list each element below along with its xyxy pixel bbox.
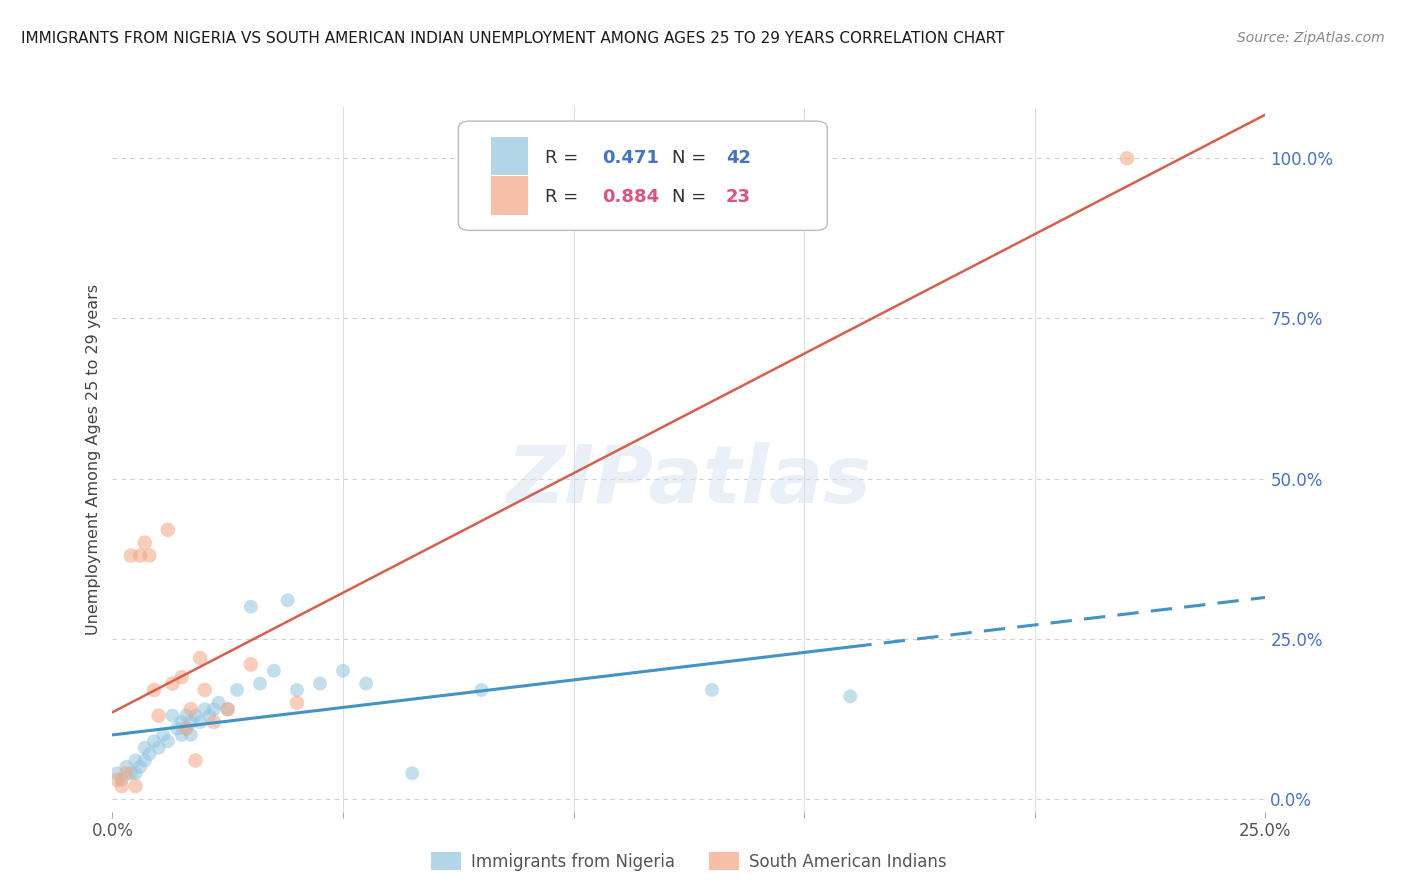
Point <box>207 696 229 710</box>
Point <box>180 702 202 716</box>
Point <box>152 728 174 742</box>
Text: 0.884: 0.884 <box>603 188 659 206</box>
Point <box>124 779 146 793</box>
Y-axis label: Unemployment Among Ages 25 to 29 years: Unemployment Among Ages 25 to 29 years <box>86 284 101 635</box>
Point <box>174 708 197 723</box>
Point <box>263 664 285 678</box>
Text: N =: N = <box>672 188 711 206</box>
Point <box>188 714 211 729</box>
Point <box>470 683 492 698</box>
Point <box>166 722 188 736</box>
Point <box>170 728 193 742</box>
Point <box>120 766 142 780</box>
Point <box>354 676 377 690</box>
Point <box>105 772 128 787</box>
Point <box>401 766 423 780</box>
Point <box>277 593 299 607</box>
Text: IMMIGRANTS FROM NIGERIA VS SOUTH AMERICAN INDIAN UNEMPLOYMENT AMONG AGES 25 TO 2: IMMIGRANTS FROM NIGERIA VS SOUTH AMERICA… <box>21 31 1005 46</box>
Point <box>217 702 239 716</box>
Point <box>202 714 225 729</box>
Text: Source: ZipAtlas.com: Source: ZipAtlas.com <box>1237 31 1385 45</box>
Text: R =: R = <box>546 149 583 167</box>
Point <box>174 722 197 736</box>
FancyBboxPatch shape <box>458 121 827 230</box>
Point <box>143 734 166 748</box>
Point <box>129 549 152 563</box>
Point <box>239 657 262 672</box>
Point <box>332 664 354 678</box>
Point <box>188 651 211 665</box>
Point <box>170 670 193 684</box>
Point <box>138 747 160 761</box>
Point <box>226 683 249 698</box>
Point <box>120 549 142 563</box>
Point <box>148 708 170 723</box>
Point <box>180 728 202 742</box>
Point <box>134 740 156 755</box>
Legend: Immigrants from Nigeria, South American Indians: Immigrants from Nigeria, South American … <box>425 846 953 878</box>
Point <box>134 535 156 549</box>
Point <box>143 683 166 698</box>
Point <box>111 772 134 787</box>
Point <box>134 754 156 768</box>
Point <box>839 690 862 704</box>
Point <box>124 766 146 780</box>
Point <box>156 734 179 748</box>
Text: 23: 23 <box>725 188 751 206</box>
Point <box>148 740 170 755</box>
Point <box>217 702 239 716</box>
Point <box>162 676 184 690</box>
Point <box>184 754 207 768</box>
Text: R =: R = <box>546 188 583 206</box>
Point <box>309 676 332 690</box>
Point <box>111 779 134 793</box>
Bar <box>491 176 527 215</box>
Point <box>194 702 217 716</box>
Point <box>239 599 262 614</box>
Text: 42: 42 <box>725 149 751 167</box>
Point <box>115 766 138 780</box>
Point <box>285 683 308 698</box>
Text: N =: N = <box>672 149 711 167</box>
Point <box>174 722 197 736</box>
Point <box>138 549 160 563</box>
Point <box>700 683 723 698</box>
Point <box>285 696 308 710</box>
Point <box>198 708 221 723</box>
Text: 0.471: 0.471 <box>603 149 659 167</box>
Point <box>180 714 202 729</box>
Point <box>115 760 138 774</box>
Point <box>170 714 193 729</box>
Point <box>162 708 184 723</box>
Point <box>105 766 128 780</box>
Point <box>156 523 179 537</box>
Point <box>129 760 152 774</box>
Point <box>1116 151 1139 165</box>
Point <box>194 683 217 698</box>
Point <box>202 702 225 716</box>
Point <box>249 676 271 690</box>
Text: ZIPatlas: ZIPatlas <box>506 442 872 519</box>
Point <box>124 754 146 768</box>
Point <box>184 708 207 723</box>
Bar <box>491 136 527 176</box>
